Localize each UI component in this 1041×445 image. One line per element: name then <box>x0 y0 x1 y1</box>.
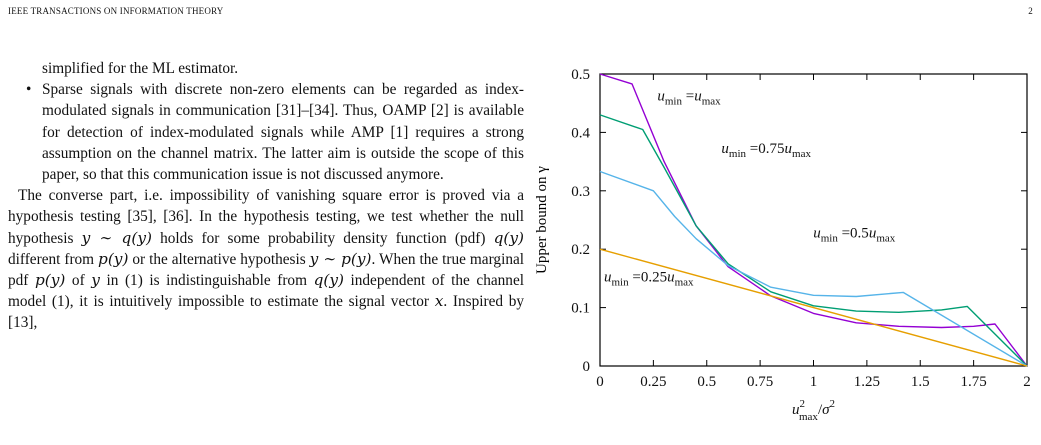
plot-frame <box>599 73 1028 367</box>
x-tick-label: 0.25 <box>640 374 666 390</box>
series-line-umin-0-75umax <box>599 114 1028 367</box>
math-inline: p(y) <box>34 271 66 290</box>
x-tick-label: 0.75 <box>747 374 773 390</box>
curve-annotation: umin =umax <box>657 88 721 107</box>
math-inline: x <box>434 292 444 311</box>
series-line-umin-umax <box>599 73 1028 367</box>
y-tick-label: 0 <box>583 359 591 375</box>
series-line-umin-0-25umax <box>599 248 1028 367</box>
x-tick-label: 1.5 <box>911 374 930 390</box>
line-chart: Upper bound on γ 0 0.25 0.5 0.75 1 1.25 1.5 1.7… <box>534 67 1031 423</box>
bullet-item: • Sparse signals with discrete non-zero … <box>8 79 524 185</box>
text-run: The converse part, i.e. impossibility of… <box>8 187 524 247</box>
page-header: IEEE TRANSACTIONS ON INFORMATION THEORY … <box>8 6 1033 20</box>
text-run: or the alternative hypothesis <box>128 250 310 268</box>
figure-upper-bound-plot: Upper bound on γ 0 0.25 0.5 0.75 1 1.25 1.5 1.7… <box>530 60 1035 440</box>
text-run: . When the true marginal pdf <box>8 250 525 290</box>
journal-title: IEEE TRANSACTIONS ON INFORMATION THEORY <box>8 6 224 16</box>
series-line-umin-0-5umax <box>599 170 1028 367</box>
math-inline: p(y) <box>98 249 129 268</box>
y-axis-label-group: Upper bound on γ <box>534 166 550 274</box>
body-text-column: simplified for the ML estimator. • Spars… <box>8 58 524 334</box>
x-tick-label: 1.25 <box>854 374 880 390</box>
text-run: holds for some probability density funct… <box>151 229 494 247</box>
curve-annotation: umin =0.5umax <box>813 226 896 245</box>
text-run: different from <box>8 250 99 268</box>
x-tick-label: 1.75 <box>961 374 987 390</box>
text-run: . Inspired by [13], <box>8 293 524 332</box>
curve-annotation: umin =0.75umax <box>721 141 811 160</box>
bullet-continuation: simplified for the ML estimator. <box>42 60 239 77</box>
text-run: of <box>65 272 92 290</box>
curve-annotation: umin =0.25umax <box>604 269 694 288</box>
math-inline: y ∼ p(y) <box>309 249 372 268</box>
math-inline: y ∼ q(y) <box>81 228 152 247</box>
y-axis-label: Upper bound on γ <box>534 166 550 274</box>
x-tick-label: 1 <box>810 374 818 390</box>
math-inline: y <box>91 271 100 290</box>
page-number: 2 <box>1028 6 1033 16</box>
paragraph-converse: The converse part, i.e. impossibility of… <box>8 185 524 333</box>
bullet-list: • Sparse signals with discrete non-zero … <box>8 79 524 185</box>
x-tick-label: 0.5 <box>697 374 716 390</box>
y-tick-label: 0.5 <box>571 67 590 83</box>
bullet-marker: • <box>26 81 32 99</box>
x-tick-label: 0 <box>596 374 604 390</box>
x-tick-label: 2 <box>1023 374 1031 390</box>
y-tick-label: 0.3 <box>571 184 590 200</box>
x-axis-label: u2 max/σ2 <box>792 398 835 423</box>
math-inline: q(y) <box>313 271 344 290</box>
y-tick-label: 0.1 <box>571 301 590 317</box>
y-tick-label: 0.2 <box>571 242 590 258</box>
y-tick-label: 0.4 <box>571 125 590 141</box>
math-inline: q(y) <box>493 228 524 247</box>
text-run: independent of the channel model (1), it… <box>8 272 524 311</box>
text-run: in (1) is indistinguishable from <box>99 272 314 290</box>
bullet-item-text: Sparse signals with discrete non-zero el… <box>42 81 524 184</box>
